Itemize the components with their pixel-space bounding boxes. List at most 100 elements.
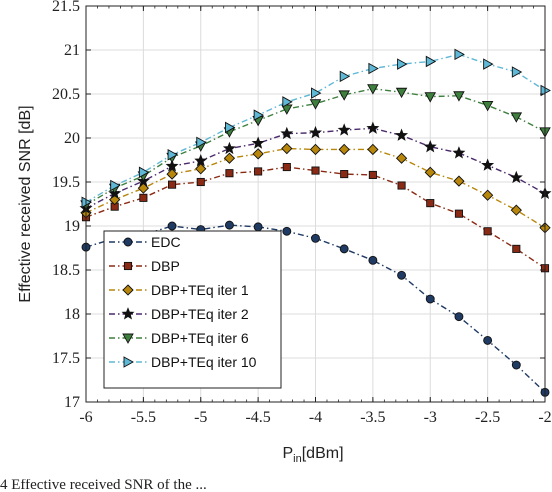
legend-marker	[123, 261, 133, 271]
legend-label: DBP+TEq iter 1	[151, 282, 249, 298]
y-tick-label: 20.5	[52, 86, 80, 103]
data-point	[397, 270, 407, 280]
data-point	[311, 233, 320, 243]
legend-label: DBP+TEq iter 6	[151, 330, 249, 346]
data-point	[510, 112, 523, 123]
x-tick-label: -4.5	[245, 409, 270, 426]
snr-chart: -6 -5.5 -5 -4.5 -4 -3.5 -3 -2.5 -2 17 17.5 18 18.5 19…	[17, 0, 552, 465]
data-point	[338, 90, 350, 101]
data-point	[337, 123, 351, 136]
data-point	[397, 58, 408, 70]
data-point	[195, 163, 207, 175]
data-point	[339, 70, 351, 83]
y-tick-label: 17	[64, 394, 80, 411]
legend-marker	[122, 284, 134, 296]
data-point	[223, 152, 236, 164]
data-point	[453, 175, 465, 187]
series-dbp-teq-iter-2	[79, 121, 552, 214]
data-point	[423, 139, 437, 153]
data-point	[366, 121, 380, 134]
data-point	[512, 244, 521, 253]
data-point	[483, 58, 494, 70]
data-point	[222, 141, 236, 155]
data-point	[510, 204, 522, 216]
x-tick-label: -3.5	[360, 409, 385, 426]
data-point	[367, 143, 379, 156]
legend-item: DBP+TEq iter 10	[109, 354, 257, 370]
data-point	[481, 100, 494, 112]
data-point	[338, 143, 350, 156]
x-tick-label: -5	[194, 409, 207, 426]
legend-item: EDC	[109, 234, 181, 250]
x-axis-label-subscript: in	[293, 453, 302, 465]
data-point	[453, 91, 465, 102]
data-point	[196, 177, 205, 187]
data-point	[166, 168, 178, 180]
data-point	[138, 166, 150, 179]
data-point	[224, 220, 234, 230]
x-tick-label: -6	[79, 409, 92, 426]
figure-caption: 4 Effective received SNR of the ...	[0, 479, 552, 492]
legend-label: EDC	[151, 234, 181, 250]
data-point	[367, 84, 379, 95]
legend-marker	[122, 333, 134, 344]
x-tick-label: -2	[538, 409, 551, 426]
data-point	[282, 96, 293, 108]
x-axis-label: Pin[dBm]	[282, 445, 343, 465]
data-point	[251, 136, 265, 149]
figure-caption-text: 4 Effective received SNR of the ...	[0, 479, 207, 492]
y-tick-label: 19	[64, 218, 80, 235]
series-line	[85, 147, 546, 229]
data-point	[454, 209, 463, 218]
data-point	[452, 146, 466, 159]
y-tick-label: 19.5	[52, 174, 80, 191]
data-point	[225, 169, 234, 178]
data-point	[368, 255, 378, 265]
data-point	[252, 148, 264, 160]
x-tick-label: -2.5	[475, 409, 500, 426]
y-tick-label: 21.5	[52, 0, 80, 15]
y-axis-label: Effective received SNR [dB]	[17, 105, 34, 302]
ticks: -6 -5.5 -5 -4.5 -4 -3.5 -3 -2.5 -2 17 17.5 18 18.5 19…	[52, 0, 552, 426]
data-point	[426, 199, 435, 208]
data-point	[139, 193, 148, 202]
x-tick-label: -4	[309, 409, 322, 426]
data-point	[395, 87, 408, 99]
data-point	[194, 154, 208, 167]
data-point	[167, 221, 177, 231]
x-tick-label: -5.5	[131, 409, 156, 426]
data-point	[425, 55, 437, 68]
series-line	[85, 166, 546, 269]
y-tick-label: 20	[64, 130, 80, 147]
data-point	[483, 227, 492, 236]
data-point	[511, 360, 521, 370]
series-layer	[79, 48, 552, 397]
data-point	[110, 179, 121, 192]
data-point	[309, 143, 322, 156]
y-tick-label: 18	[64, 306, 80, 323]
x-axis-label-unit: [dBm]	[302, 445, 344, 462]
data-point	[368, 62, 379, 75]
data-point	[165, 159, 179, 172]
legend-label: DBP+TEq iter 2	[151, 306, 249, 322]
data-point	[339, 244, 349, 254]
y-tick-label: 18.5	[52, 262, 80, 279]
data-point	[280, 126, 294, 140]
legend-label: DBP+TEq iter 10	[151, 354, 257, 370]
data-point	[311, 87, 322, 99]
data-point	[424, 92, 437, 103]
data-point	[454, 48, 465, 61]
data-point	[167, 148, 178, 161]
series-dbp	[81, 162, 550, 273]
data-point	[395, 128, 409, 141]
data-point	[481, 189, 494, 201]
data-point	[397, 181, 406, 190]
data-point	[368, 170, 377, 180]
x-tick-label: -3	[424, 409, 437, 426]
legend-item: DBP+TEq iter 6	[109, 330, 249, 346]
data-point	[311, 166, 320, 175]
data-point	[282, 162, 291, 172]
legend-item: DBP+TEq iter 2	[109, 306, 249, 322]
data-point	[511, 66, 523, 78]
y-tick-label: 21	[64, 42, 80, 59]
